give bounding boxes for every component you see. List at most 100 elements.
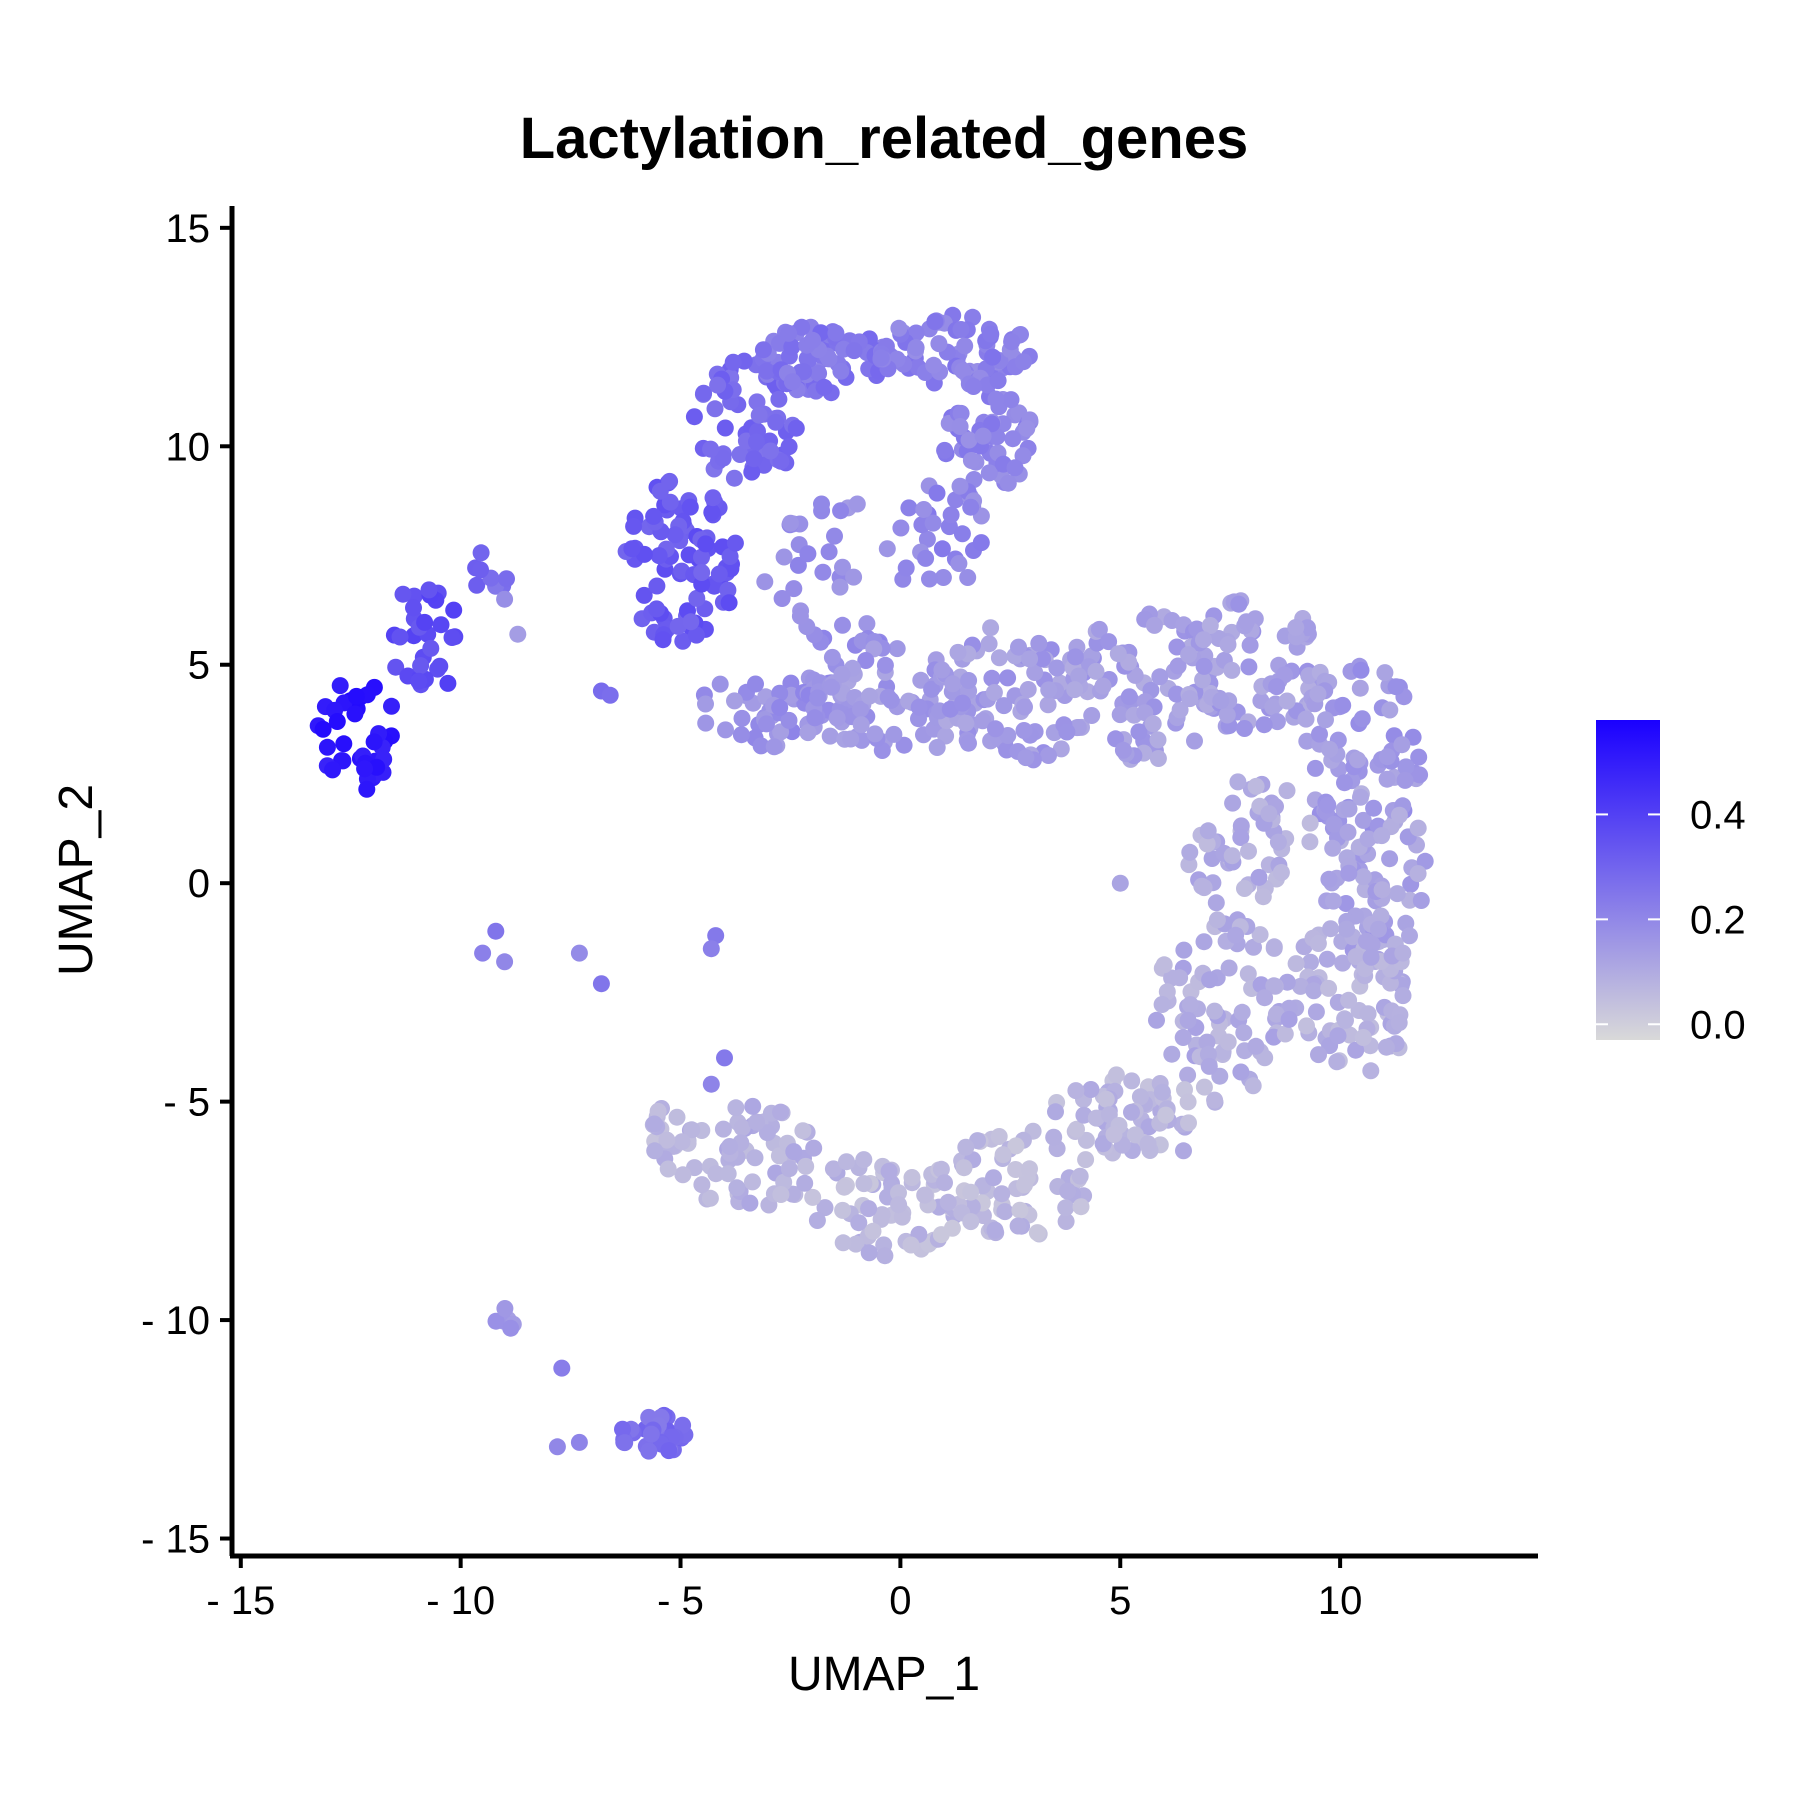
- scatter-point: [1265, 977, 1283, 995]
- scatter-point: [1256, 989, 1274, 1007]
- scatter-point: [1201, 617, 1219, 634]
- scatter-point: [933, 540, 951, 558]
- scatter-point: [1278, 782, 1296, 800]
- scatter-point: [391, 628, 409, 646]
- scatter-point: [1336, 774, 1353, 792]
- scatter-point: [1322, 920, 1340, 938]
- scatter-point: [962, 1213, 980, 1231]
- scatter-point: [1247, 1037, 1265, 1055]
- scatter-point: [548, 1438, 566, 1456]
- scatter-point: [831, 578, 849, 596]
- scatter-point: [955, 1159, 973, 1177]
- scatter-point: [1268, 678, 1286, 696]
- scatter-point: [1199, 822, 1217, 840]
- scatter-point: [1040, 747, 1057, 764]
- scatter-point: [328, 713, 346, 730]
- scatter-point: [331, 677, 349, 695]
- scatter-point: [1334, 954, 1352, 972]
- scatter-point: [1151, 668, 1169, 686]
- scatter-point: [472, 544, 490, 562]
- scatter-point: [947, 491, 965, 509]
- scatter-point: [791, 607, 809, 625]
- scatter-point: [1239, 965, 1257, 983]
- scatter-point: [1067, 1082, 1085, 1100]
- scatter-point: [1087, 662, 1105, 680]
- scatter-point: [1181, 843, 1199, 861]
- color-legend: 0.4 0.2 0.0: [1596, 720, 1746, 1047]
- scatter-point: [1034, 650, 1051, 668]
- scatter-point: [716, 1049, 733, 1067]
- scatter-point: [1349, 751, 1366, 769]
- scatter-point: [852, 716, 870, 734]
- scatter-point: [1318, 950, 1336, 968]
- scatter-point: [933, 661, 951, 679]
- scatter-point: [709, 376, 727, 394]
- scatter-point: [1230, 595, 1248, 613]
- scatter-point: [1007, 1137, 1025, 1155]
- scatter-point: [697, 714, 715, 732]
- scatter-point: [1260, 805, 1278, 823]
- scatter-point: [860, 1244, 878, 1262]
- scatter-point: [1109, 645, 1127, 663]
- scatter-point: [1245, 938, 1262, 956]
- scatter-point: [1057, 1213, 1075, 1230]
- scatter-point: [1359, 1005, 1377, 1023]
- scatter-point: [711, 675, 729, 693]
- scatter-point: [1280, 1010, 1298, 1028]
- scatter-point: [650, 547, 668, 565]
- scatter-point: [1397, 758, 1415, 776]
- scatter-point: [972, 534, 990, 552]
- scatter-point: [1208, 911, 1226, 929]
- scatter-point: [688, 589, 706, 607]
- scatter-point: [855, 1175, 873, 1193]
- scatter-point: [785, 580, 803, 598]
- scatter-point: [693, 548, 710, 566]
- scatter-point: [780, 438, 798, 456]
- scatter-point: [1381, 701, 1399, 719]
- scatter-point: [995, 697, 1013, 715]
- scatter-point: [888, 640, 906, 658]
- scatter-point: [1306, 759, 1324, 777]
- scatter-point: [1340, 991, 1358, 1009]
- scatter-point: [1340, 864, 1358, 882]
- scatter-point: [857, 652, 875, 669]
- scatter-point: [806, 709, 824, 727]
- scatter-point: [932, 1160, 950, 1178]
- scatter-point: [1045, 1128, 1063, 1146]
- scatter-point: [1158, 983, 1176, 1001]
- scatter-point: [780, 711, 798, 729]
- scatter-point: [661, 493, 679, 511]
- scatter-point: [1186, 732, 1203, 750]
- scatter-point: [794, 1122, 812, 1140]
- scatter-point: [1309, 935, 1327, 952]
- scatter-point: [936, 1174, 953, 1192]
- scatter-point: [1199, 1045, 1217, 1063]
- scatter-point: [989, 372, 1007, 390]
- scatter-point: [939, 1193, 957, 1211]
- scatter-point: [957, 714, 975, 732]
- scatter-point: [726, 692, 743, 710]
- scatter-point: [733, 709, 751, 727]
- scatter-point: [719, 1165, 737, 1183]
- scatter-point: [850, 1214, 868, 1232]
- scatter-point: [748, 393, 766, 411]
- scatter-point: [1267, 1005, 1285, 1023]
- scatter-point: [744, 1097, 762, 1115]
- scatter-point: [358, 780, 376, 798]
- scatter-point: [1297, 710, 1315, 728]
- scatter-point: [1305, 982, 1323, 1000]
- scatter-point: [983, 669, 1001, 687]
- scatter-point: [936, 441, 954, 459]
- scatter-point: [1321, 740, 1339, 758]
- scatter-point: [1359, 830, 1377, 848]
- scatter-point: [834, 558, 851, 576]
- scatter-point: [346, 705, 364, 723]
- scatter-point: [1193, 877, 1211, 895]
- scatter-point: [1373, 881, 1391, 899]
- scatter-point: [1149, 731, 1167, 749]
- scatter-point: [772, 1186, 790, 1203]
- scatter-point: [1393, 736, 1411, 754]
- scatter-point: [930, 335, 948, 353]
- scatter-point: [1174, 1029, 1192, 1046]
